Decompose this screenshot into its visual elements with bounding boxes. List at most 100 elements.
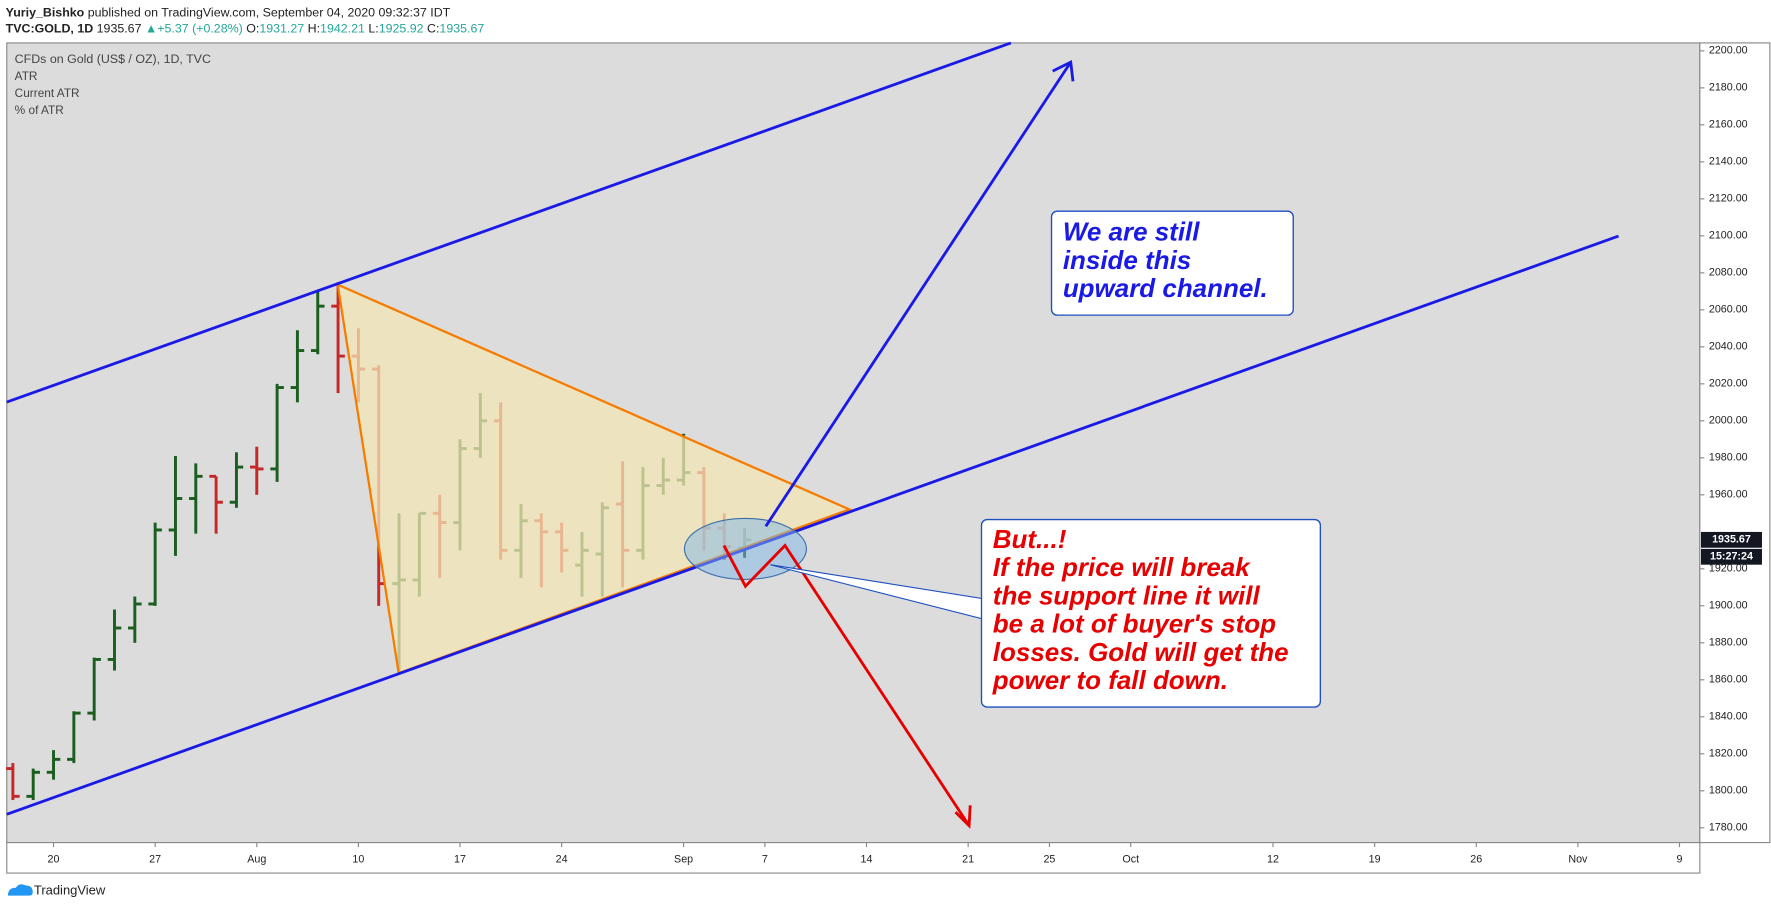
ohlc-bar: [290, 330, 305, 403]
symbol: TVC:GOLD, 1D: [6, 22, 94, 36]
y-tick-label: 2040.00: [1709, 341, 1748, 353]
ohlc-bar: [270, 383, 284, 482]
symbol-line: TVC:GOLD, 1D 1935.67 ▲+5.37 (+0.28%) O:1…: [6, 22, 485, 36]
ohlc-bar: [209, 474, 223, 534]
note-line: We are still: [1063, 217, 1200, 247]
y-tick-label: 1900.00: [1709, 600, 1748, 612]
x-tick-label: 17: [454, 853, 466, 865]
y-tick-label: 1860.00: [1709, 674, 1748, 686]
down-path: [722, 543, 971, 827]
indicator-label: % of ATR: [15, 103, 64, 117]
x-tick-label: Nov: [1568, 853, 1588, 865]
ohlc-label: C:: [427, 22, 439, 36]
drawings: [6, 41, 1619, 829]
ohlc-bar: [168, 455, 183, 556]
x-tick-label: 7: [762, 853, 768, 865]
y-tick-label: 2120.00: [1709, 193, 1748, 205]
axes: 1780.00 1800.00 1820.00 1840.00 1860.00 1880.…: [48, 45, 1748, 866]
note-box: [1050, 210, 1294, 316]
x-tick-label: 14: [861, 853, 873, 865]
highlight-ellipse: [683, 517, 808, 580]
y-tick-label: 2060.00: [1709, 304, 1748, 316]
triangle: [336, 282, 853, 675]
close-value: 1935.67: [439, 22, 484, 36]
ohlc-bar: [249, 446, 264, 495]
open-value: 1931.27: [259, 22, 304, 36]
ohlc-label: H:: [308, 22, 320, 36]
plot-area: [6, 42, 1701, 844]
logo: [7, 884, 33, 896]
x-tick-label: 21: [962, 853, 974, 865]
time-axis: [6, 842, 1701, 874]
high-value: 1942.21: [320, 22, 365, 36]
y-tick-label: 1780.00: [1709, 822, 1748, 834]
x-tick-label: 12: [1267, 853, 1279, 865]
x-tick-label: Aug: [247, 853, 266, 865]
ohlc-bar: [6, 763, 20, 801]
indicator-label: Current ATR: [15, 86, 80, 100]
down-arrowhead: [954, 805, 972, 829]
low-value: 1925.92: [379, 22, 424, 36]
up-arrowhead: [1052, 59, 1075, 82]
y-tick-label: 2140.00: [1709, 156, 1748, 168]
ohlc-bar: [128, 596, 142, 643]
x-tick-label: 24: [556, 853, 568, 865]
y-tick-label: 2020.00: [1709, 378, 1748, 390]
channel-lower: [6, 234, 1619, 816]
header-line: Yuriy_Bishko published on TradingView.co…: [6, 6, 451, 20]
channel-upper: [6, 41, 1012, 404]
x-tick-label: 27: [149, 853, 161, 865]
y-tick-label: 1980.00: [1709, 452, 1748, 464]
note-line: power to fall down.: [992, 665, 1228, 695]
y-tick-label: 1840.00: [1709, 711, 1748, 723]
ohlc-bar: [189, 463, 203, 534]
y-tick-label: 2080.00: [1709, 267, 1748, 279]
y-tick-label: 1920.00: [1709, 563, 1748, 575]
x-tick-label: Oct: [1122, 853, 1139, 865]
ohlc-bar: [331, 282, 345, 394]
ohlc-label: O:: [246, 22, 259, 36]
published: published on TradingView.com, September …: [84, 6, 450, 20]
y-tick-label: 1960.00: [1709, 489, 1748, 501]
up-arrow-line: [764, 61, 1072, 528]
note-box: [980, 518, 1322, 708]
countdown-box: [1700, 548, 1762, 565]
last-price-label: 1935.67: [1712, 534, 1751, 546]
x-tick-label: 10: [352, 853, 364, 865]
x-tick-label: 20: [48, 853, 60, 865]
ohlc-bar: [229, 452, 244, 508]
note-line: losses. Gold will get the: [993, 637, 1289, 667]
ohlc-bar: [26, 768, 40, 801]
up-arrow: ▲: [145, 22, 157, 36]
last-price-box: [1700, 531, 1762, 548]
ohlc-bar: [46, 750, 61, 780]
y-tick-label: 2200.00: [1709, 45, 1748, 57]
change: +5.37 (+0.28%): [157, 22, 243, 36]
note-line: If the price will break: [993, 552, 1251, 582]
y-tick-label: 2100.00: [1709, 230, 1748, 242]
y-tick-label: 2180.00: [1709, 82, 1748, 94]
y-tick-label: 2000.00: [1709, 415, 1748, 427]
x-tick-label: Sep: [674, 853, 693, 865]
ohlc-bar: [310, 291, 325, 355]
x-tick-label: 9: [1677, 853, 1683, 865]
legend-title: CFDs on Gold (US$ / OZ), 1D, TVC: [15, 52, 211, 66]
indicator-label: ATR: [15, 69, 38, 83]
y-tick-label: 2160.00: [1709, 119, 1748, 131]
ohlc-bar: [67, 711, 81, 764]
x-tick-label: 26: [1470, 853, 1482, 865]
countdown-label: 15:27:24: [1710, 551, 1753, 563]
note-line: be a lot of buyer's stop: [993, 609, 1276, 639]
ohlc-label: L:: [368, 22, 378, 36]
last-price: 1935.67: [97, 22, 142, 36]
y-tick-label: 1880.00: [1709, 637, 1748, 649]
y-tick-label: 1800.00: [1709, 785, 1748, 797]
price-axis: [1699, 42, 1771, 844]
ohlc-bar: [148, 522, 162, 606]
note-line: But...!: [993, 524, 1067, 554]
note-line: inside this: [1063, 245, 1191, 275]
note-line: upward channel.: [1063, 273, 1268, 303]
x-tick-label: 19: [1369, 853, 1381, 865]
